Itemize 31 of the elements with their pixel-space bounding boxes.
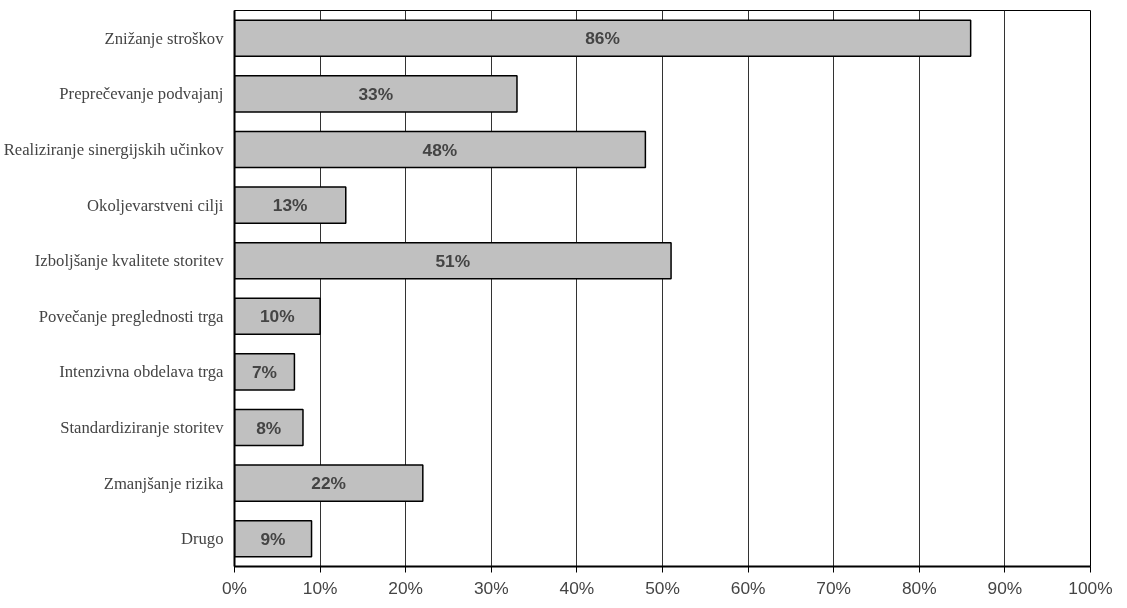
y-tick-label: Okoljevarstveni cilji xyxy=(87,195,224,215)
x-tick-label: 40% xyxy=(559,577,595,598)
y-tick-label: Izboljšanje kvalitete storitev xyxy=(34,251,225,271)
x-tick-label: 0% xyxy=(221,577,248,598)
data-label: 7% xyxy=(251,361,277,382)
x-tick-label: 50% xyxy=(645,577,680,598)
y-tick-label: Intenzivna obdelava trga xyxy=(59,362,225,382)
x-tick-label: 80% xyxy=(901,577,937,598)
x-tick-label: 20% xyxy=(388,577,424,598)
data-label: 9% xyxy=(260,528,286,549)
y-tick-label: Realiziranje sinergijskih učinkov xyxy=(3,140,225,159)
data-label: 13% xyxy=(272,195,308,216)
x-tick-label: 70% xyxy=(816,577,852,598)
data-label: 22% xyxy=(311,473,347,494)
x-tick-label: 60% xyxy=(730,577,766,598)
data-label: 86% xyxy=(585,28,620,49)
y-tick-label: Preprečevanje podvajanj xyxy=(59,84,224,104)
x-tick-label: 30% xyxy=(473,577,509,598)
y-tick-label: Drugo xyxy=(180,529,224,549)
x-tick-label: 90% xyxy=(987,577,1023,598)
y-tick-label: Standardiziranje storitev xyxy=(60,418,225,437)
y-tick-label: Znižanje stroškov xyxy=(104,28,225,48)
y-tick-label: Povečanje preglednosti trga xyxy=(38,306,225,326)
x-tick-label: 100% xyxy=(1068,577,1113,598)
data-label: 48% xyxy=(422,139,458,160)
x-tick-label: 10% xyxy=(302,577,338,598)
y-tick-label: Zmanjšanje rizika xyxy=(103,473,225,493)
data-label: 51% xyxy=(435,250,471,271)
data-label: 33% xyxy=(358,83,394,104)
data-label: 8% xyxy=(256,417,282,438)
data-label: 10% xyxy=(259,306,295,327)
